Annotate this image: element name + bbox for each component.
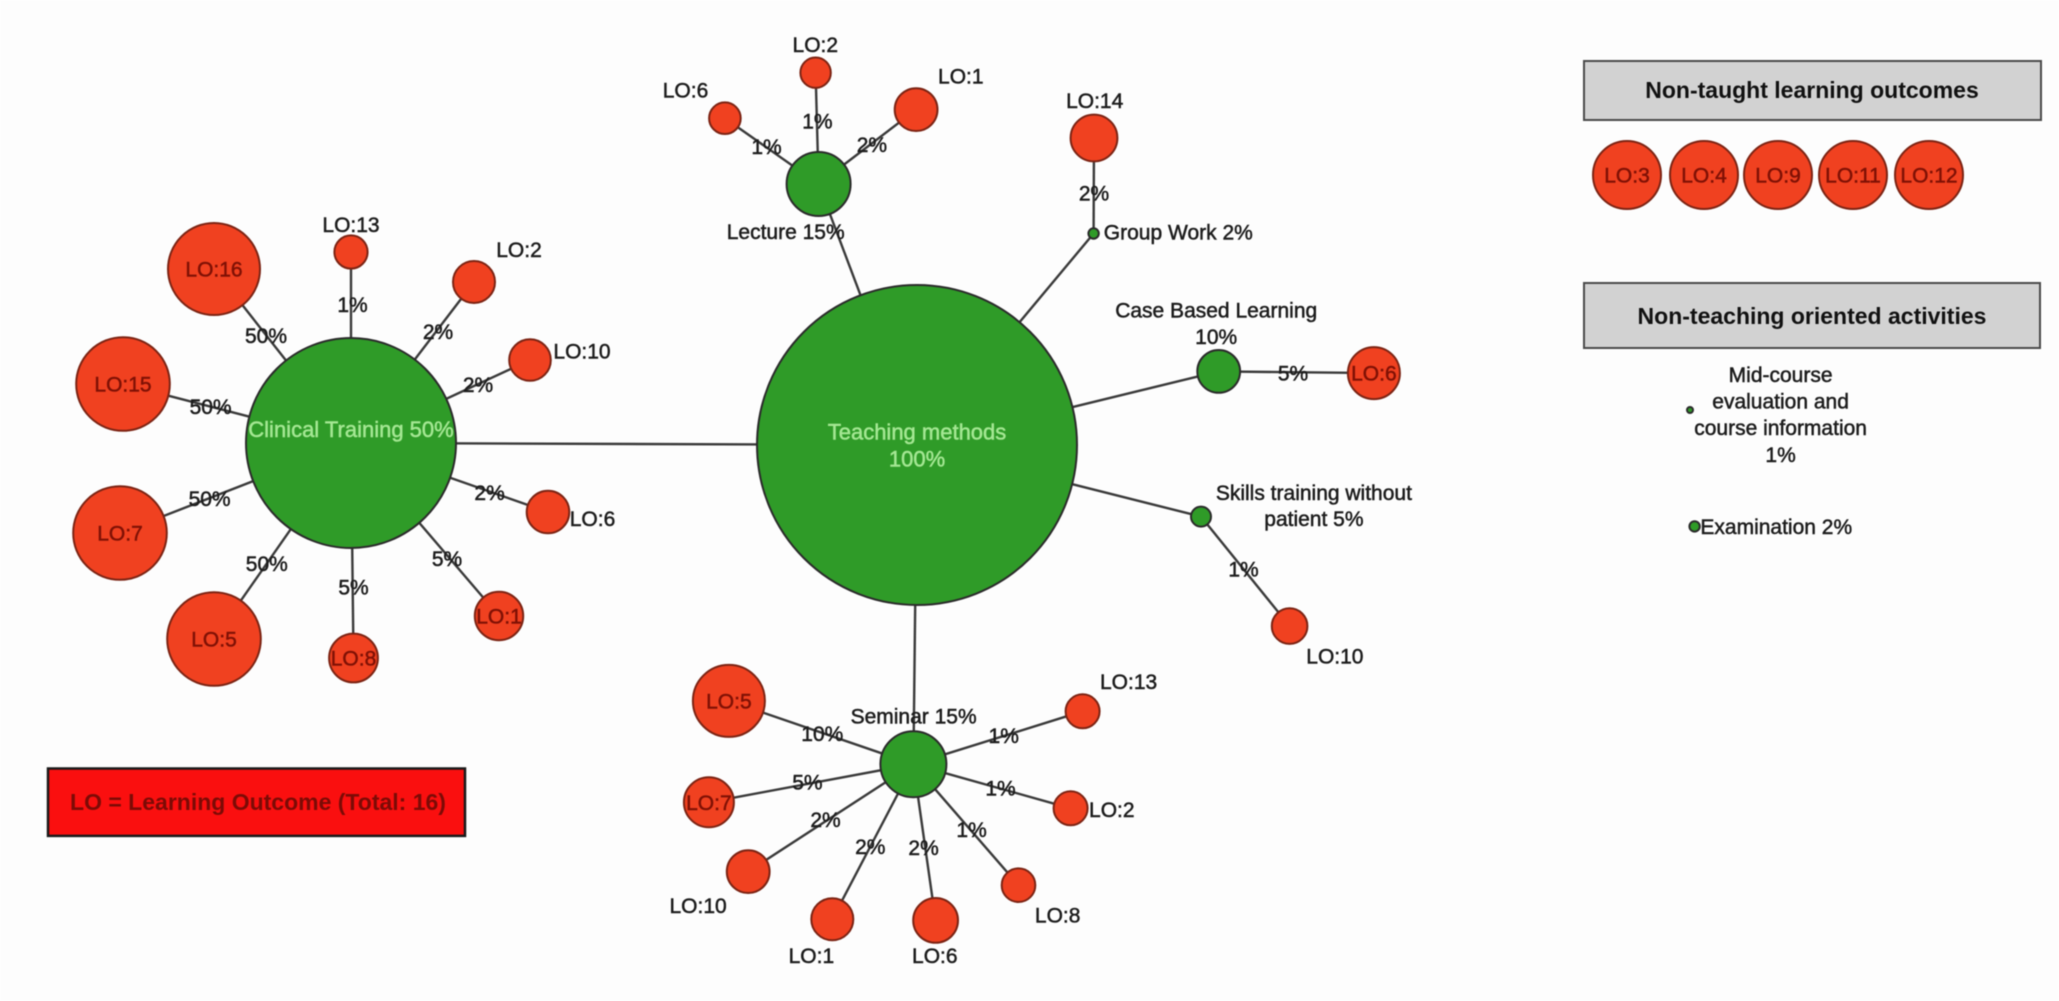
svg-text:Seminar 15%: Seminar 15% [851,706,977,729]
svg-text:LO:12: LO:12 [1900,165,1957,188]
svg-text:2%: 2% [423,321,453,344]
svg-text:Skills training without: Skills training without [1216,482,1412,505]
svg-text:LO:13: LO:13 [322,214,379,237]
svg-text:1%: 1% [1228,559,1258,582]
svg-text:LO:6: LO:6 [1351,363,1397,386]
svg-text:2%: 2% [1079,183,1109,206]
svg-text:course information: course information [1694,417,1867,440]
svg-text:10%: 10% [1195,326,1237,349]
svg-text:2%: 2% [463,374,493,397]
svg-text:2%: 2% [855,836,885,859]
svg-text:2%: 2% [810,809,840,832]
svg-text:1%: 1% [989,725,1019,748]
svg-text:LO:6: LO:6 [570,508,616,531]
svg-text:LO:2: LO:2 [496,239,542,262]
svg-text:LO:10: LO:10 [1306,645,1363,668]
svg-text:1%: 1% [1765,444,1795,467]
svg-text:LO:3: LO:3 [1604,165,1650,188]
svg-text:1%: 1% [956,819,986,842]
svg-text:100%: 100% [889,447,945,472]
svg-text:5%: 5% [432,548,462,571]
svg-text:LO:8: LO:8 [331,648,377,671]
svg-text:LO:1: LO:1 [476,606,522,629]
svg-text:LO:13: LO:13 [1100,671,1157,694]
svg-text:LO:7: LO:7 [686,792,732,815]
svg-text:5%: 5% [338,577,368,600]
svg-text:2%: 2% [474,482,504,505]
svg-text:50%: 50% [190,396,232,419]
svg-text:50%: 50% [189,488,231,511]
svg-text:LO:9: LO:9 [1755,165,1801,188]
svg-text:1%: 1% [337,294,367,317]
svg-text:LO:5: LO:5 [191,629,237,652]
svg-text:LO:2: LO:2 [1089,799,1135,822]
svg-text:5%: 5% [1278,363,1308,386]
svg-text:LO:4: LO:4 [1681,165,1727,188]
svg-text:Non-taught learning outcomes: Non-taught learning outcomes [1645,77,1979,103]
svg-text:LO:8: LO:8 [1035,905,1081,928]
svg-text:LO:6: LO:6 [912,945,958,968]
svg-text:Non-teaching oriented activiti: Non-teaching oriented activities [1638,303,1987,329]
svg-text:LO:5: LO:5 [706,690,752,713]
svg-text:LO:1: LO:1 [789,945,835,968]
svg-text:1%: 1% [802,110,832,133]
svg-text:1%: 1% [751,136,781,159]
svg-text:LO:16: LO:16 [185,259,242,282]
svg-text:Case Based Learning: Case Based Learning [1115,299,1317,322]
svg-text:Teaching methods: Teaching methods [828,420,1007,445]
svg-text:50%: 50% [245,325,287,348]
svg-text:LO:15: LO:15 [94,374,151,397]
svg-text:LO:11: LO:11 [1825,165,1881,188]
svg-text:50%: 50% [246,553,288,576]
svg-text:2%: 2% [857,134,887,157]
svg-text:LO = Learning Outcome (Total:: LO = Learning Outcome (Total: 16) [70,789,446,815]
svg-text:1%: 1% [985,778,1015,801]
svg-text:2%: 2% [908,837,938,860]
svg-text:Group Work 2%: Group Work 2% [1104,221,1253,244]
svg-text:LO:7: LO:7 [97,523,143,546]
svg-text:LO:14: LO:14 [1066,90,1124,113]
svg-text:LO:2: LO:2 [793,34,839,57]
svg-text:evaluation and: evaluation and [1712,391,1849,414]
svg-text:LO:10: LO:10 [669,895,726,918]
svg-text:Clinical Training 50%: Clinical Training 50% [248,417,453,442]
svg-text:5%: 5% [792,772,822,795]
svg-text:Mid-course: Mid-course [1729,364,1833,387]
svg-text:patient 5%: patient 5% [1264,508,1363,531]
svg-text:10%: 10% [801,723,843,746]
svg-text:LO:1: LO:1 [938,65,984,88]
svg-text:Lecture 15%: Lecture 15% [727,221,845,244]
svg-text:LO:10: LO:10 [553,341,610,364]
svg-text:Examination 2%: Examination 2% [1700,516,1852,539]
svg-text:LO:6: LO:6 [663,80,709,103]
